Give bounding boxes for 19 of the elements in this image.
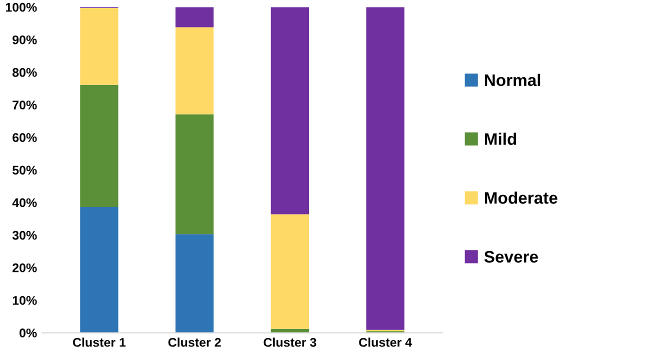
y-tick-label: 10% bbox=[12, 296, 37, 305]
y-tick-label: 90% bbox=[12, 35, 37, 44]
y-tick-label: 80% bbox=[12, 68, 37, 77]
x-tick-label: Cluster 2 bbox=[168, 338, 221, 347]
x-tick-label: Cluster 1 bbox=[72, 338, 126, 347]
legend-label: Normal bbox=[484, 74, 540, 86]
y-tick-label: 40% bbox=[12, 198, 37, 208]
x-tick-label: Cluster 3 bbox=[264, 338, 316, 347]
y-tick-label: 100% bbox=[6, 2, 37, 12]
y-tick-label: 20% bbox=[12, 263, 37, 272]
y-tick-label: 50% bbox=[12, 166, 37, 175]
y-tick-label: 60% bbox=[12, 133, 37, 142]
y-tick-label: 70% bbox=[12, 100, 37, 110]
y-tick-label: 30% bbox=[12, 230, 37, 240]
y-tick-label: 0% bbox=[20, 328, 37, 338]
legend-label: Moderate bbox=[484, 192, 558, 204]
legend-label: Mild bbox=[484, 132, 516, 145]
x-tick-label: Cluster 4 bbox=[359, 338, 412, 347]
legend-label: Severe bbox=[484, 250, 538, 263]
